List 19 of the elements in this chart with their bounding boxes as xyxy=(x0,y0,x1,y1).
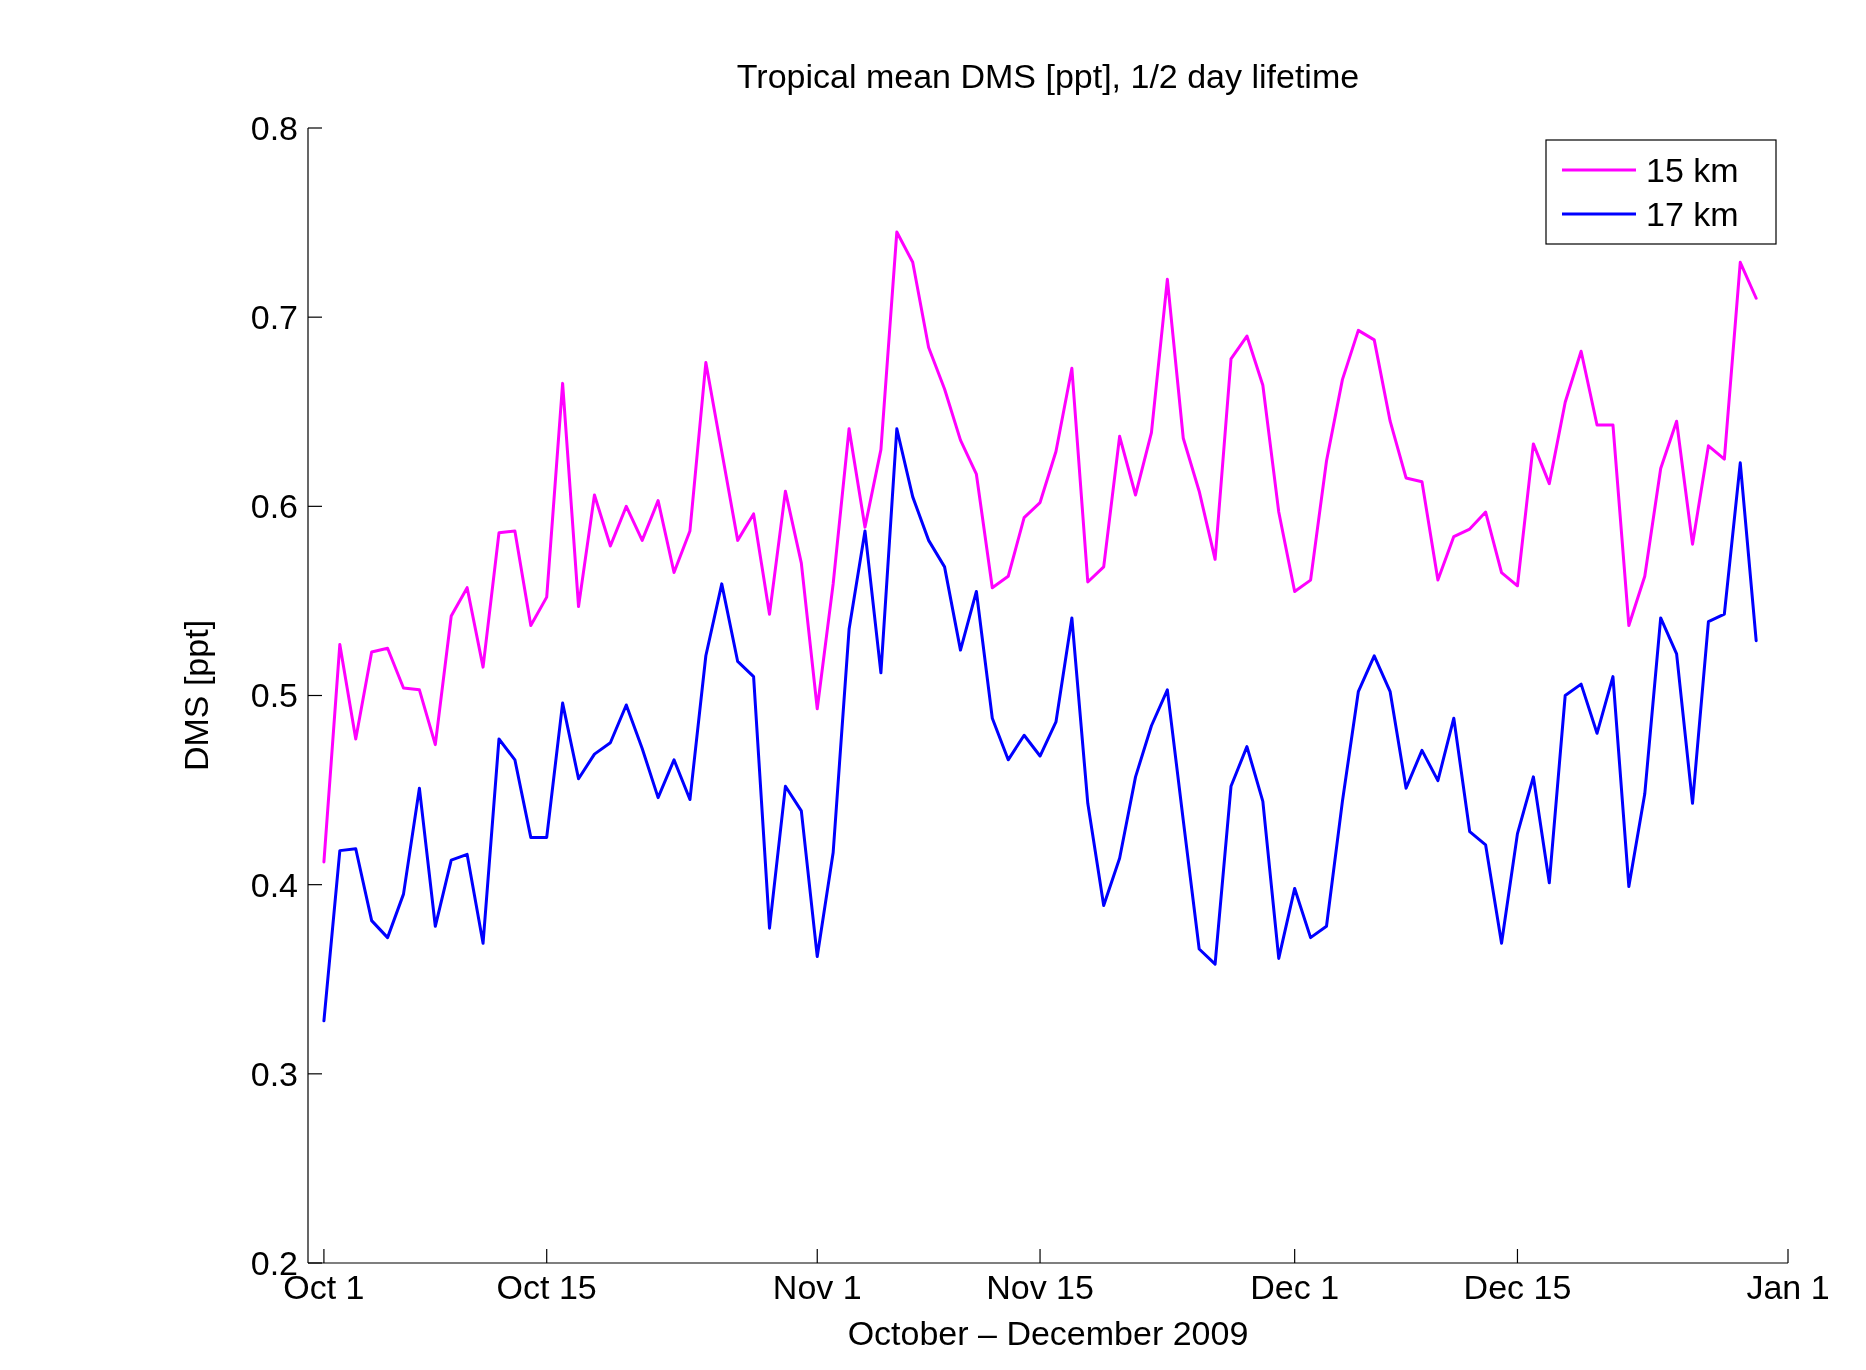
line-series xyxy=(322,230,1758,864)
y-tick-label: 0.7 xyxy=(250,298,298,337)
y-tick-label: 0.8 xyxy=(250,108,298,147)
x-axis-title: October – December 2009 xyxy=(847,1314,1249,1352)
y-tick-label: 0.3 xyxy=(250,1054,298,1093)
line-series xyxy=(322,427,1758,1023)
x-tick-label: Oct 15 xyxy=(496,1268,597,1306)
x-tick-label: Dec 15 xyxy=(1463,1268,1572,1306)
x-tick-label: Nov 15 xyxy=(986,1268,1094,1306)
legend-label: 15 km xyxy=(1646,150,1739,189)
x-tick-label: Dec 1 xyxy=(1250,1268,1340,1306)
y-axis-title: DMS [ppt] xyxy=(177,619,215,772)
x-tick-label: Jan 1 xyxy=(1746,1268,1830,1306)
y-tick-label: 0.6 xyxy=(250,487,298,526)
x-tick-label: Nov 1 xyxy=(772,1268,862,1306)
y-tick-label: 0.5 xyxy=(250,676,298,715)
legend-label: 17 km xyxy=(1646,194,1739,233)
chart-title: Tropical mean DMS [ppt], 1/2 day lifetime xyxy=(736,57,1360,95)
y-tick-label: 0.4 xyxy=(250,865,298,904)
